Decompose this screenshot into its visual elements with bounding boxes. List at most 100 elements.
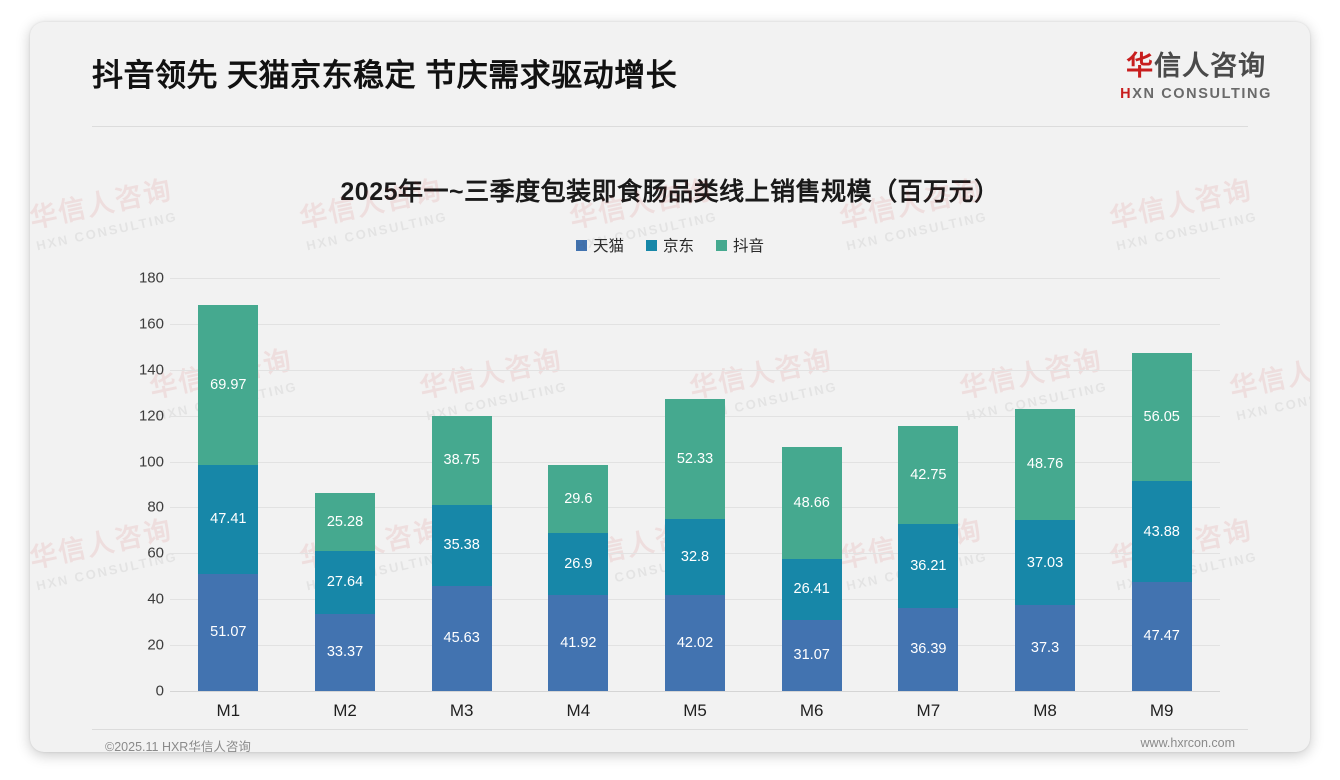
bar-group-M9[interactable]: 47.47 43.88 56.05 [1103, 278, 1220, 691]
bar-value-label: 27.64 [326, 574, 364, 591]
bar-stack: 37.3 37.03 48.76 [1015, 408, 1076, 691]
bar-stack: 41.92 26.9 29.6 [548, 465, 609, 691]
x-axis-tick-label: M1 [216, 701, 241, 720]
bar-segment-抖音[interactable]: 48.76 [1015, 408, 1076, 521]
header-divider [92, 126, 1248, 127]
bar-segment-天猫[interactable]: 37.3 [1015, 605, 1076, 691]
bar-segment-京东[interactable]: 43.88 [1131, 481, 1192, 583]
y-axis-tick-label: 60 [147, 544, 164, 562]
bar-group-M5[interactable]: 42.02 32.8 52.33 [637, 278, 754, 691]
bar-value-label: 31.07 [793, 647, 830, 664]
legend-item-抖音[interactable]: 抖音 [716, 234, 764, 256]
bar-segment-京东[interactable]: 32.8 [665, 519, 726, 595]
bar-value-label: 69.97 [210, 376, 247, 393]
bar-group-M8[interactable]: 37.3 37.03 48.76 [987, 278, 1104, 691]
bar-group-M3[interactable]: 45.63 35.38 38.75 [403, 278, 520, 691]
logo-chinese-text: 华信人咨询 [1120, 53, 1272, 80]
bar-value-label: 45.63 [443, 630, 480, 647]
bar-segment-天猫[interactable]: 47.47 [1131, 582, 1192, 691]
y-axis-tick-label: 0 [155, 682, 164, 700]
bar-segment-京东[interactable]: 26.9 [548, 533, 609, 595]
bar-value-label: 25.28 [326, 513, 364, 530]
legend-swatch-icon [575, 239, 587, 251]
bar-stack: 42.02 32.8 52.33 [665, 399, 726, 691]
legend-item-京东[interactable]: 京东 [645, 234, 694, 256]
bar-value-label: 42.02 [676, 634, 714, 651]
gridline [170, 691, 1220, 692]
bar-value-label: 37.03 [1026, 554, 1064, 571]
bar-value-label: 29.6 [564, 490, 593, 507]
chart-bars: 51.07 47.41 69.97 33.37 27.64 25.28 45.63 35.38… [170, 278, 1220, 691]
bar-stack: 31.07 26.41 48.66 [781, 447, 842, 691]
bar-segment-天猫[interactable]: 36.39 [898, 607, 959, 691]
bar-group-M7[interactable]: 36.39 36.21 42.75 [870, 278, 987, 691]
bar-group-M4[interactable]: 41.92 26.9 29.6 [520, 278, 637, 691]
gridline [170, 323, 1220, 325]
x-axis-tick-label: M2 [333, 701, 357, 720]
company-logo: 华信人咨询 HXN CONSULTING [1120, 53, 1272, 102]
logo-english-rest: XN CONSULTING [1132, 86, 1272, 102]
x-axis-tick-label: M9 [1149, 701, 1174, 720]
bar-segment-京东[interactable]: 27.64 [315, 551, 375, 615]
chart-title: 2025年一~三季度包装即食肠品类线上销售规模（百万元） [340, 178, 1000, 206]
bar-segment-抖音[interactable]: 69.97 [198, 304, 259, 466]
bar-segment-天猫[interactable]: 51.07 [198, 573, 259, 691]
bar-segment-抖音[interactable]: 29.6 [548, 465, 609, 534]
bar-segment-京东[interactable]: 35.38 [431, 505, 492, 587]
bar-stack: 45.63 35.38 38.75 [431, 416, 492, 691]
bar-segment-天猫[interactable]: 45.63 [431, 586, 492, 691]
footer-copyright: ©2025.11 HXR华信人咨询 [105, 740, 251, 752]
x-axis-tick-label: M5 [683, 701, 707, 720]
bar-segment-抖音[interactable]: 38.75 [431, 416, 492, 506]
gridline [170, 278, 1220, 279]
y-axis-tick-label: 160 [138, 315, 164, 333]
bar-group-M6[interactable]: 31.07 26.41 48.66 [753, 278, 870, 691]
legend-swatch-icon [645, 239, 657, 251]
y-axis-tick-label: 40 [147, 590, 164, 608]
gridline [170, 369, 1220, 371]
bar-segment-抖音[interactable]: 48.66 [781, 447, 842, 560]
bar-segment-天猫[interactable]: 42.02 [665, 594, 726, 691]
bar-value-label: 32.8 [680, 548, 710, 565]
y-axis-tick-labels: 180 160 140 120 100 80 60 40 20 0 [114, 270, 164, 700]
x-axis-tick-labels: M1 M2 M3 M4 M5 M6 M7 M8 M9 [170, 694, 1220, 728]
bar-segment-抖音[interactable]: 52.33 [665, 399, 726, 520]
bar-value-label: 26.41 [793, 581, 830, 598]
bar-group-M2[interactable]: 33.37 27.64 25.28 [287, 278, 404, 691]
x-axis-tick-label: M4 [566, 701, 591, 720]
bar-value-label: 43.88 [1143, 523, 1180, 540]
y-axis-tick-label: 20 [147, 636, 164, 654]
bar-segment-京东[interactable]: 26.41 [781, 559, 842, 620]
bar-segment-抖音[interactable]: 25.28 [315, 493, 375, 552]
bar-value-label: 41.92 [560, 634, 597, 651]
bar-value-label: 26.9 [564, 555, 593, 572]
bar-segment-京东[interactable]: 37.03 [1015, 520, 1076, 606]
bar-value-label: 42.75 [910, 467, 947, 484]
bar-segment-天猫[interactable]: 33.37 [315, 614, 375, 691]
legend-label: 天猫 [592, 238, 624, 255]
legend-swatch-icon [716, 239, 727, 251]
bar-segment-天猫[interactable]: 31.07 [781, 619, 842, 691]
legend-item-天猫[interactable]: 天猫 [575, 234, 624, 256]
footer-website: www.hxrcon.com [1140, 736, 1235, 750]
logo-english-text: HXN CONSULTING [1120, 87, 1272, 102]
bar-segment-抖音[interactable]: 56.05 [1131, 352, 1192, 482]
bar-segment-京东[interactable]: 47.41 [198, 465, 259, 574]
y-axis-tick-label: 120 [138, 407, 164, 425]
bar-stack: 47.47 43.88 56.05 [1131, 352, 1192, 691]
legend-label: 京东 [662, 238, 694, 255]
logo-chinese-first-char: 华 [1126, 51, 1155, 81]
y-axis-tick-label: 180 [138, 269, 164, 287]
chart-plot-area: 180 160 140 120 100 80 60 40 20 0 51.07 47.41 69.97… [30, 22, 1310, 752]
slide-header: 抖音领先 天猫京东稳定 节庆需求驱动增长 华信人咨询 HXN CONSULTIN… [30, 22, 1310, 127]
legend-label: 抖音 [733, 238, 765, 255]
bar-value-label: 48.76 [1026, 456, 1064, 473]
bar-segment-京东[interactable]: 36.21 [898, 524, 959, 608]
bar-stack: 51.07 47.41 69.97 [198, 304, 259, 691]
x-axis-tick-label: M8 [1033, 701, 1057, 720]
bar-group-M1[interactable]: 51.07 47.41 69.97 [170, 278, 287, 691]
bar-value-label: 56.05 [1143, 408, 1180, 425]
bar-segment-天猫[interactable]: 41.92 [548, 594, 609, 691]
bar-value-label: 38.75 [443, 452, 480, 469]
bar-segment-抖音[interactable]: 42.75 [898, 426, 959, 525]
